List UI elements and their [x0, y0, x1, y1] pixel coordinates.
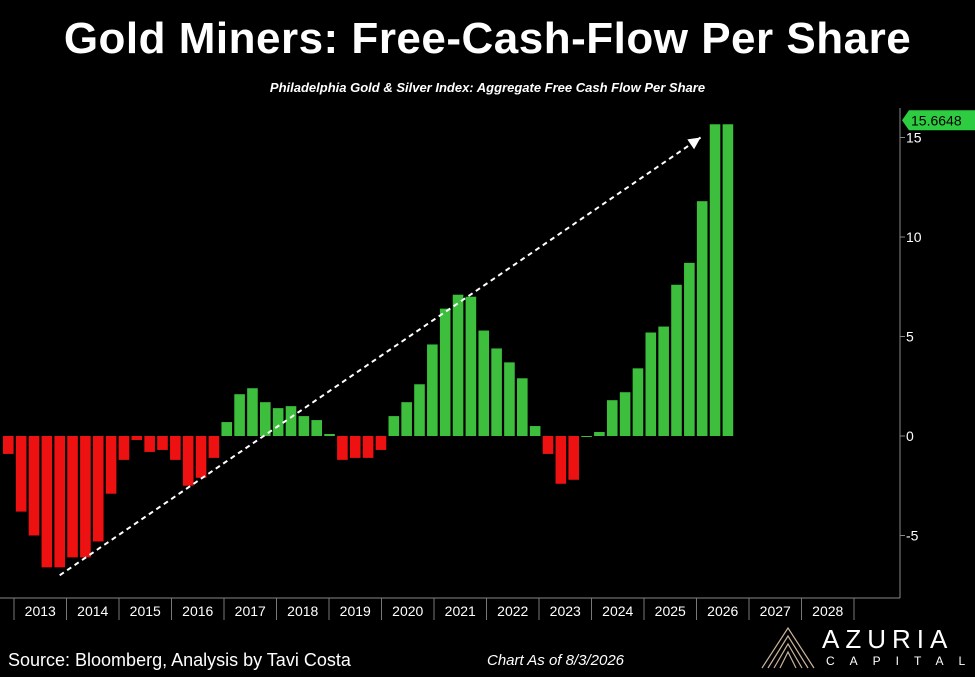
- bar: [195, 436, 207, 478]
- bar: [324, 434, 335, 436]
- x-tick-label: 2018: [287, 603, 318, 619]
- bar: [221, 422, 233, 436]
- x-tick-label: 2027: [760, 603, 791, 619]
- bar: [157, 436, 168, 450]
- bar: [15, 436, 27, 512]
- as-of-date: Chart As of 8/3/2026: [487, 652, 625, 669]
- bar: [92, 436, 104, 542]
- bar: [247, 388, 258, 436]
- x-tick-label: 2014: [77, 603, 108, 619]
- trend-arrow-line: [59, 136, 702, 577]
- x-tick-label: 2017: [235, 603, 266, 619]
- bar: [684, 262, 695, 436]
- y-tick-label: -5: [906, 528, 919, 544]
- chart-subtitle: Philadelphia Gold & Silver Index: Aggreg…: [269, 80, 706, 95]
- bar: [298, 416, 310, 436]
- x-tick-label: 2024: [602, 603, 633, 619]
- bar: [170, 436, 181, 460]
- bar: [606, 400, 618, 436]
- last-value-label: 15.6648: [911, 112, 962, 128]
- bar: [568, 436, 579, 480]
- bar: [722, 124, 734, 436]
- bar: [671, 284, 682, 436]
- x-tick-label: 2022: [497, 603, 528, 619]
- bar: [118, 436, 130, 460]
- bar: [349, 436, 361, 458]
- x-tick-label: 2025: [655, 603, 686, 619]
- bar: [208, 436, 220, 458]
- bar: [337, 436, 348, 460]
- bar: [696, 201, 708, 436]
- chart-area: -5 0 5 10 15 15.6648 2013 2014 2015 2016 2017 2018 2…: [0, 108, 975, 620]
- bar: [54, 436, 65, 568]
- bar: [375, 436, 387, 450]
- bar: [504, 362, 515, 436]
- x-tick-label: 2019: [340, 603, 371, 619]
- bar: [581, 436, 592, 437]
- mountain-icon: [761, 626, 815, 669]
- company-logo: AZURIA CAPITAL: [760, 620, 970, 672]
- bar: [619, 392, 631, 436]
- last-value-badge: [902, 110, 975, 131]
- y-tick-label: 5: [906, 329, 914, 345]
- bar: [414, 384, 425, 436]
- x-tick-label: 2023: [550, 603, 581, 619]
- logo-name: AZURIA: [822, 624, 954, 654]
- bar: [542, 436, 554, 454]
- bar: [285, 406, 297, 436]
- bar: [3, 436, 14, 454]
- bar: [594, 432, 605, 436]
- bar: [260, 402, 271, 436]
- bar: [478, 330, 490, 436]
- chart-title: Gold Miners: Free-Cash-Flow Per Share: [63, 14, 912, 63]
- bar: [401, 402, 412, 436]
- y-tick-label: 15: [906, 130, 922, 146]
- bar: [427, 344, 438, 436]
- bar: [41, 436, 53, 568]
- logo-subtitle: CAPITAL: [826, 654, 975, 668]
- bar: [709, 124, 721, 436]
- bar: [80, 436, 91, 558]
- bar: [529, 426, 541, 436]
- x-tick-label: 2016: [182, 603, 213, 619]
- bar: [28, 436, 40, 536]
- source-note: Source: Bloomberg, Analysis by Tavi Cost…: [8, 650, 351, 670]
- x-tick-label: 2026: [707, 603, 738, 619]
- trend-arrow-head: [687, 137, 701, 150]
- x-tick-label: 2021: [445, 603, 476, 619]
- bar: [362, 436, 374, 458]
- x-tick-label: 2015: [130, 603, 161, 619]
- bar: [645, 332, 657, 436]
- bar: [67, 436, 78, 558]
- bar: [105, 436, 117, 494]
- bar: [491, 348, 502, 436]
- bar: [555, 436, 567, 484]
- bar: [131, 436, 143, 440]
- x-tick-label: 2013: [25, 603, 56, 619]
- bar: [388, 416, 400, 436]
- bar: [465, 296, 477, 436]
- bar: [439, 308, 451, 436]
- bar: [517, 378, 528, 436]
- x-tick-label: 2020: [392, 603, 423, 619]
- y-tick-label: 10: [906, 229, 922, 245]
- bar: [182, 436, 194, 486]
- bar: [658, 326, 669, 436]
- bar: [311, 420, 322, 436]
- bar: [452, 294, 464, 436]
- bar: [632, 368, 644, 436]
- x-tick-label: 2028: [812, 603, 843, 619]
- y-tick-label: 0: [906, 428, 914, 444]
- bar: [144, 436, 155, 452]
- bar: [272, 408, 284, 436]
- bar: [234, 394, 245, 436]
